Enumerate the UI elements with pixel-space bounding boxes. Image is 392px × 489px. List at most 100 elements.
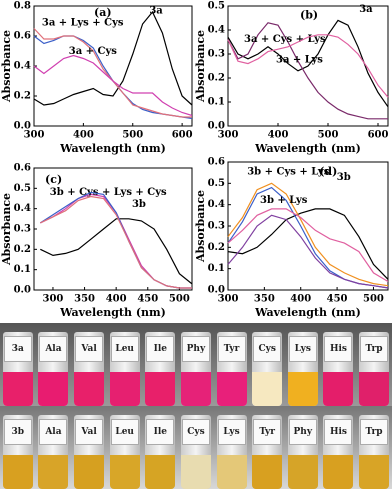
vial-liquid [216,455,247,489]
vial-liquid [216,372,247,406]
vial-label: Trp [360,336,389,362]
vial-liquid [38,455,69,489]
vial-liquid [287,372,318,406]
y-tick-label: 0.8 [14,1,31,12]
y-tick-label: 0.6 [208,157,225,168]
series-line [227,34,389,98]
vial-label: Cys [253,336,282,362]
series-line [227,19,389,108]
y-tick-label: 0.0 [208,285,225,296]
vial-label: 3a [3,336,32,362]
y-tick-label: 0.6 [14,31,31,42]
vial: Cys [180,415,211,489]
vial-label: Trp [360,419,389,445]
series-annotation: 3b [337,172,351,183]
x-tick-label: 300 [218,130,239,141]
vial: Phy [180,332,211,406]
vial-label: His [324,336,353,362]
vial: Trp [359,332,390,406]
x-tick-label: 500 [122,130,143,141]
y-tick-label: 0.4 [208,199,225,210]
y-tick-label: 0.1 [208,263,225,274]
vial-label: Ala [39,419,68,445]
vial: Val [74,332,105,406]
y-tick-label: 0.1 [208,97,225,108]
vial: Tyr [216,332,247,406]
series-line [227,208,389,283]
vial: His [323,415,354,489]
series-line [227,214,389,289]
series-annotation: 3a + Lys [276,55,323,66]
series-annotation: 3a + Cys + Lys [244,34,326,45]
x-tick-label: 450 [327,294,348,305]
vial-label: Ile [146,419,175,445]
x-tick-label: 300 [218,294,239,305]
y-tick-label: 0.5 [208,1,225,12]
vial-liquid [323,372,354,406]
vial: 3a [2,332,33,406]
y-tick-label: 0.0 [14,285,31,296]
y-tick-label: 0.4 [14,203,31,214]
x-tick-label: 500 [169,294,190,305]
vial-liquid [109,455,140,489]
vial: Leu [109,415,140,489]
y-tick-label: 0.2 [208,73,225,84]
x-tick-label: 450 [137,294,158,305]
vial-liquid [38,372,69,406]
vial: Ile [145,415,176,489]
series-line [33,28,192,118]
vial-liquid [74,455,105,489]
vial-liquid [180,455,211,489]
vial: Trp [359,415,390,489]
vial-liquid [145,455,176,489]
vial-label: His [324,419,353,445]
vial: Lys [287,332,318,406]
x-tick-label: 300 [43,294,64,305]
vial-label: 3b [3,419,32,445]
y-tick-label: 0.5 [14,183,31,194]
x-tick-label: 600 [172,130,193,141]
vial: Phy [287,415,318,489]
y-tick-label: 0.0 [208,121,225,132]
y-tick-label: 0.6 [14,163,31,174]
vial: Val [74,415,105,489]
vial-label: Tyr [253,419,282,445]
series-annotation: 3b [132,199,146,210]
vial-liquid [252,372,283,406]
vial-label: Cys [181,419,210,445]
series-annotation: 3a [149,5,163,16]
series-line [227,208,389,280]
x-tick-label: 300 [24,130,45,141]
x-axis-label: Wavelength (nm) [59,142,166,155]
x-axis-label: Wavelength (nm) [254,306,361,319]
x-tick-label: 400 [106,294,127,305]
series-annotation: 3a + Cys [69,46,118,57]
photo-bottom: 3b Ala Val Leu Ile Cys Lys Tyr Phy His Trp [0,406,392,489]
series-annotation: 3b + Lys [260,195,308,206]
series-line [227,182,389,287]
y-tick-label: 0.2 [208,242,225,253]
y-axis-label: Absorbance [194,190,207,263]
vial-label: Leu [110,419,139,445]
y-tick-label: 0.4 [14,61,31,72]
vial-liquid [109,372,140,406]
vial: Tyr [252,415,283,489]
vial: Ile [145,332,176,406]
y-tick-label: 0.5 [208,178,225,189]
vial: Lys [216,415,247,489]
vial-liquid [74,372,105,406]
x-tick-label: 400 [268,130,289,141]
vial: Ala [38,332,69,406]
series-line [40,195,192,289]
vial: Cys [252,332,283,406]
x-tick-label: 350 [74,294,95,305]
vial-liquid [287,455,318,489]
y-tick-label: 0.0 [14,121,31,132]
vial-liquid [359,372,390,406]
photo-top: 3a Ala Val Leu Ile Phy Tyr Cys Lys His Trp [0,323,392,406]
series-line [227,186,389,289]
vial-label: Ala [39,336,68,362]
vial-label: Ile [146,336,175,362]
y-tick-label: 0.3 [208,49,225,60]
series-line [33,10,193,106]
